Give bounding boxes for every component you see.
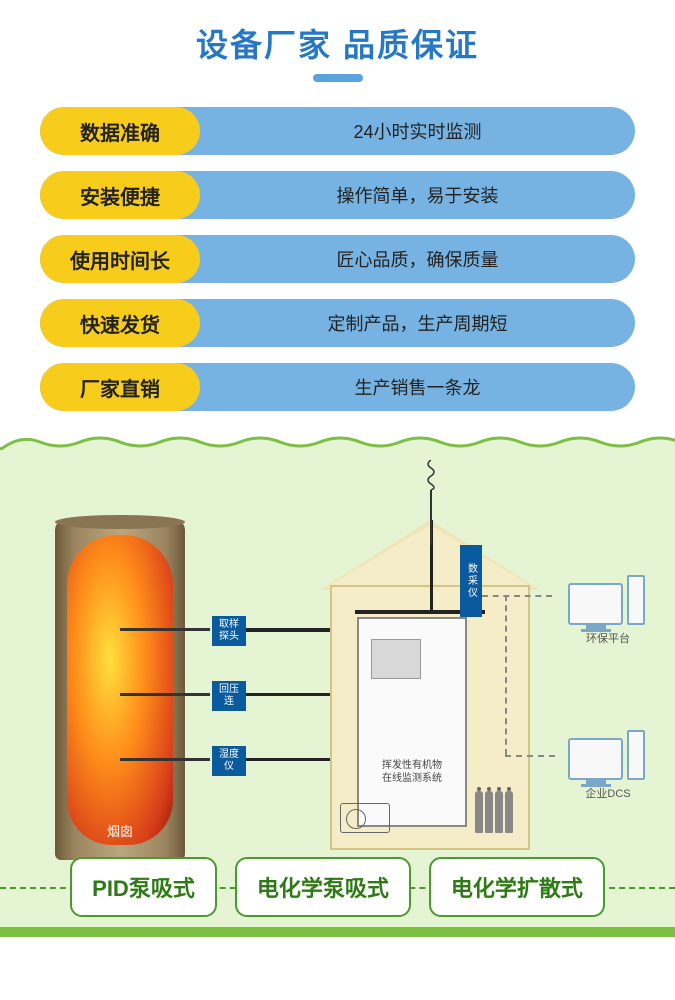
feature-label: 安装便捷 [40,171,200,219]
pc-tower-icon [627,730,645,780]
probe-box-sampling: 取样 探头 [212,616,246,646]
feature-desc: 生产销售一条龙 [200,374,635,400]
pc-env-platform: 环保平台 [568,575,645,625]
probe-line [120,758,210,761]
feature-label: 使用时间长 [40,235,200,283]
chimney-flame [67,535,173,845]
feature-label: 厂家直销 [40,363,200,411]
monitor-icon [568,738,623,780]
monitoring-cabinet: 挥发性有机物 在线监测系统 [357,617,467,827]
cylinder-icon [475,791,483,833]
compressor-icon [340,803,390,833]
cabinet-screen [371,639,421,679]
feature-row: 快速发货 定制产品，生产周期短 [40,299,635,347]
tab-electro-diffusion[interactable]: 电化学扩散式 [429,857,605,917]
pc-label: 环保平台 [568,630,648,646]
feature-row: 使用时间长 匠心品质，确保质量 [40,235,635,283]
diagram-section: 烟囱 取样 探头 回压 连 湿度 仪 挥发性有机物 在线监测系统 [0,447,675,937]
probe-line [120,693,210,696]
grass-border [0,927,675,937]
probe-box-pressure: 回压 连 [212,681,246,711]
probe-line [120,628,210,631]
connection-line [505,755,555,757]
pc-label: 企业DCS [568,785,648,801]
antenna-icon [430,490,432,545]
page-title: 设备厂家 品质保证 [0,20,675,66]
header: 设备厂家 品质保证 [0,0,675,97]
title-accent [313,74,363,82]
cylinder-icon [485,791,493,833]
feature-desc: 操作简单，易于安装 [200,182,635,208]
cabinet-label: 挥发性有机物 在线监测系统 [364,759,459,785]
tab-pid-pump[interactable]: PID泵吸式 [70,857,217,917]
cylinder-icon [495,791,503,833]
feature-desc: 24小时实时监测 [200,118,635,144]
feature-label: 数据准确 [40,107,200,155]
gas-cylinders [475,791,513,833]
wave-divider [0,432,675,450]
feature-desc: 匠心品质，确保质量 [200,246,635,272]
features-list: 数据准确 24小时实时监测 安装便捷 操作简单，易于安装 使用时间长 匠心品质，… [0,97,675,447]
chimney-top [55,515,185,529]
monitor-icon [568,583,623,625]
cylinder-icon [505,791,513,833]
feature-row: 数据准确 24小时实时监测 [40,107,635,155]
datalogger: 数采仪 [460,545,482,617]
antenna-coil-icon [425,460,437,490]
connection-line [482,595,552,597]
feature-row: 安装便捷 操作简单，易于安装 [40,171,635,219]
chimney-label: 烟囱 [107,821,133,840]
chimney: 烟囱 [55,520,185,860]
connection-line [505,595,507,755]
feature-row: 厂家直销 生产销售一条龙 [40,363,635,411]
pc-tower-icon [627,575,645,625]
pc-enterprise-dcs: 企业DCS [568,730,645,780]
probe-box-humidity: 湿度 仪 [212,746,246,776]
feature-label: 快速发货 [40,299,200,347]
house-wall: 挥发性有机物 在线监测系统 [330,585,530,850]
feature-desc: 定制产品，生产周期短 [200,310,635,336]
product-tabs: PID泵吸式 电化学泵吸式 电化学扩散式 [0,857,675,917]
tab-electro-pump[interactable]: 电化学泵吸式 [235,857,411,917]
